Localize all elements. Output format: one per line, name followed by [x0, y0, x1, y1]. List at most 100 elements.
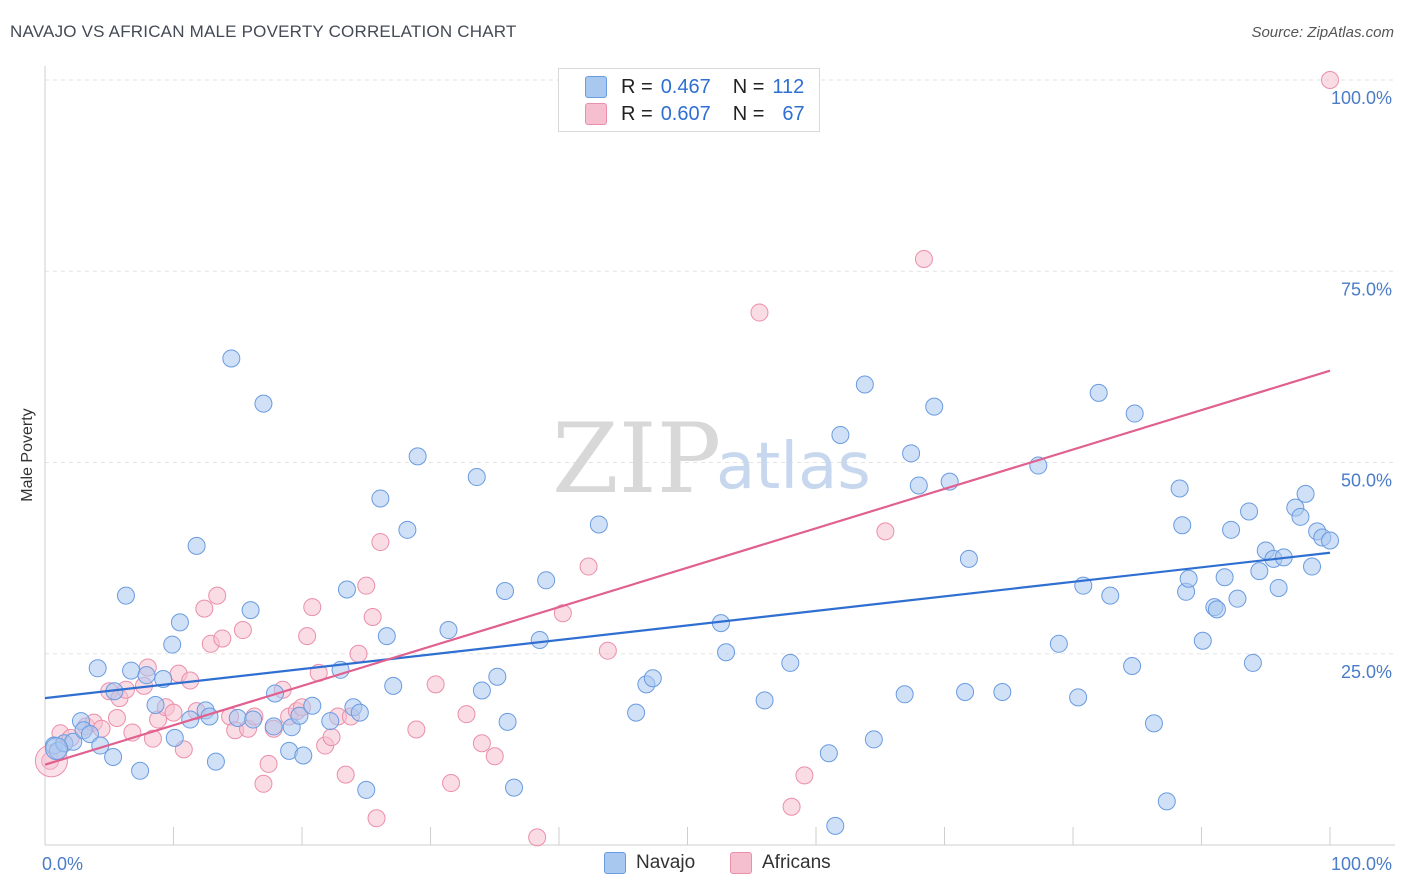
navajo-point [116, 586, 135, 605]
navajo-point [1144, 714, 1163, 733]
chart-title: NAVAJO VS AFRICAN MALE POVERTY CORRELATI… [10, 22, 517, 41]
africans-point [795, 766, 814, 785]
africans-r-value: 0.607 [660, 102, 711, 125]
y-tick-label: 25.0% [1341, 662, 1392, 682]
navajo-point [496, 582, 515, 601]
navajo-point [163, 635, 182, 654]
africans-point [143, 729, 162, 748]
navajo-point [1215, 568, 1234, 587]
africans-point [208, 586, 227, 605]
trend-lines [44, 369, 1331, 766]
africans-point [876, 522, 895, 541]
legend-item-africans: Africans [730, 852, 831, 874]
navajo-point [755, 691, 774, 710]
africans-point [363, 608, 382, 627]
navajo-point [146, 696, 165, 715]
africans-point [457, 705, 476, 724]
africans-point [195, 599, 214, 618]
navajo-r-value: 0.467 [660, 75, 711, 98]
navajo-point [337, 580, 356, 599]
navajo-point [855, 375, 874, 394]
navajo-point [1291, 507, 1310, 526]
navajo-point [530, 630, 549, 649]
axes [44, 66, 1395, 846]
navajo-point [589, 515, 608, 534]
navajo-trend-line [44, 551, 1331, 700]
y-tick-label: 75.0% [1341, 279, 1392, 299]
navajo-point [627, 703, 646, 722]
navajo-point [241, 601, 260, 620]
navajo-point [956, 683, 975, 701]
africans-legend-label: Africans [762, 852, 831, 873]
navajo-point [1207, 600, 1226, 619]
navajo-point [122, 661, 141, 680]
navajo-point [1125, 404, 1144, 423]
series-legend: Navajo Africans [0, 852, 1406, 876]
navajo-point [350, 703, 369, 722]
navajo-point [371, 489, 390, 508]
navajo-point [717, 643, 736, 662]
navajo-point [45, 737, 69, 761]
africans-point [107, 709, 126, 728]
navajo-point [1089, 383, 1108, 402]
africans-point [303, 598, 322, 617]
navajo-swatch [585, 76, 607, 98]
africans-r-label: R = [621, 102, 653, 125]
africans-point [322, 728, 341, 747]
navajo-point [131, 761, 150, 780]
navajo-point [488, 667, 507, 686]
navajo-point [1069, 688, 1088, 707]
navajo-point [909, 476, 928, 495]
navajo-point [1250, 562, 1269, 581]
legend-row-navajo: R = 0.467 N = 112 [585, 75, 804, 99]
navajo-point [993, 683, 1012, 701]
africans-point [407, 720, 426, 739]
africans-point [598, 641, 617, 660]
africans-point [1321, 71, 1339, 89]
navajo-point [228, 709, 247, 728]
africans-point [254, 774, 273, 793]
navajo-point [819, 744, 838, 763]
navajo-point [1157, 792, 1176, 811]
navajo-point [831, 425, 850, 444]
navajo-point [472, 681, 491, 700]
navajo-point [88, 659, 107, 678]
africans-point [750, 303, 769, 322]
navajo-point [1193, 631, 1212, 650]
navajo-point [439, 621, 458, 640]
navajo-point [290, 706, 309, 725]
legend-row-africans: R = 0.607 N = 67 [585, 102, 805, 126]
africans-point [371, 533, 390, 552]
africans-point [528, 828, 547, 847]
navajo-point [357, 780, 376, 799]
navajo-point [1170, 479, 1189, 498]
africans-legend-swatch [730, 852, 752, 874]
navajo-point [165, 728, 184, 747]
navajo-point [467, 468, 486, 487]
navajo-point [959, 549, 978, 568]
africans-point [553, 604, 572, 623]
africans-point [233, 621, 252, 640]
africans-point [367, 809, 386, 828]
africans-point [349, 644, 368, 663]
navajo-point [902, 444, 921, 463]
navajo-r-label: R = [621, 75, 653, 98]
y-tick-label: 100.0% [1331, 88, 1392, 108]
navajo-point [1179, 569, 1198, 588]
navajo-point [781, 653, 800, 672]
africans-point [298, 627, 317, 646]
africans-point [336, 765, 355, 784]
africans-point [472, 734, 491, 753]
navajo-point [1303, 557, 1322, 576]
navajo-point [1321, 531, 1339, 550]
africans-point [442, 774, 461, 793]
navajo-point [1101, 586, 1120, 605]
navajo-point [384, 676, 403, 695]
africans-point [782, 797, 801, 816]
navajo-point [264, 717, 283, 736]
navajo-point [408, 447, 427, 466]
navajo-point [895, 685, 914, 704]
africans-point [213, 629, 232, 648]
navajo-legend-swatch [604, 852, 626, 874]
